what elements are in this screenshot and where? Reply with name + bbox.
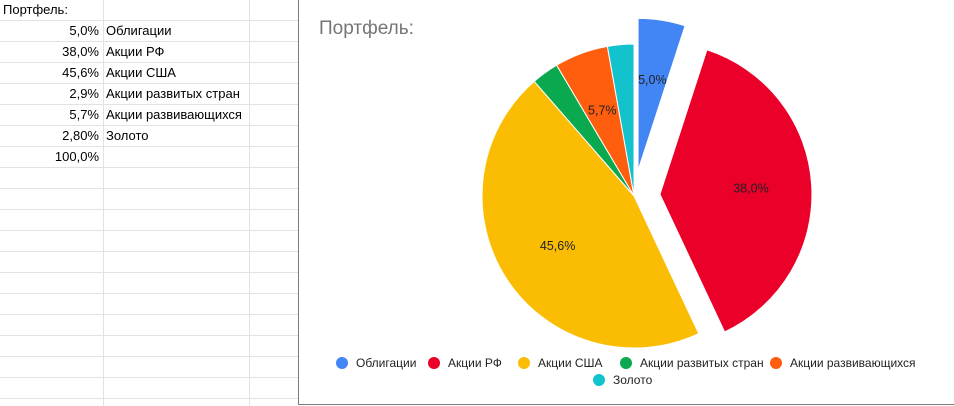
name-cell[interactable]: Акции развитых стран <box>106 86 240 101</box>
chart-title: Портфель: <box>319 18 414 39</box>
legend-color-dot <box>620 357 632 369</box>
pie-chart[interactable]: Портфель: 5,0% 38,0% 45,6% 5,7% Облигации Ак… <box>298 0 954 405</box>
slice-data-label: 38,0% <box>733 182 768 196</box>
pct-cell[interactable]: 38,0% <box>62 44 99 59</box>
pct-cell[interactable]: 100,0% <box>54 149 99 164</box>
sheet-header-cell[interactable]: Портфель: <box>3 2 68 17</box>
pie-svg: 5,0% 38,0% 45,6% 5,7% <box>481 17 813 349</box>
pct-cell[interactable]: 5,7% <box>69 107 99 122</box>
slice-data-label: 5,0% <box>638 73 667 87</box>
legend-label: Акции РФ <box>448 356 502 370</box>
legend-label: Облигации <box>356 356 417 370</box>
legend-color-dot <box>593 374 605 386</box>
pie-slice-2[interactable] <box>481 80 700 349</box>
pct-cell[interactable]: 2,9% <box>69 86 99 101</box>
slice-data-label: 5,7% <box>588 103 617 117</box>
legend-color-dot <box>428 357 440 369</box>
legend-label: Акции развивающихся <box>790 356 916 370</box>
pct-cell[interactable]: 5,0% <box>69 23 99 38</box>
pct-cell[interactable]: 45,6% <box>62 65 99 80</box>
legend-label: Акции США <box>538 356 603 370</box>
pie-slice-1[interactable] <box>659 49 813 333</box>
name-cell[interactable]: Акции США <box>106 65 176 80</box>
legend-color-dot <box>336 357 348 369</box>
pie-slice-0[interactable] <box>637 17 686 171</box>
chart-legend: Облигации Акции РФ Акции США Акции развитых… <box>299 0 954 405</box>
name-cell[interactable]: Золото <box>106 128 149 143</box>
name-cell[interactable]: Акции развивающихся <box>106 107 242 122</box>
legend-color-dot <box>518 357 530 369</box>
column-divider <box>103 0 104 406</box>
legend-label: Золото <box>613 373 653 387</box>
slice-data-label: 45,6% <box>540 239 575 253</box>
name-cell[interactable]: Акции РФ <box>106 44 165 59</box>
legend-color-dot <box>770 357 782 369</box>
name-cell[interactable]: Облигации <box>106 23 172 38</box>
legend-label: Акции развитых стран <box>640 356 764 370</box>
pct-cell[interactable]: 2,80% <box>62 128 99 143</box>
pie-slice-5[interactable] <box>606 43 635 197</box>
column-divider <box>249 0 250 406</box>
